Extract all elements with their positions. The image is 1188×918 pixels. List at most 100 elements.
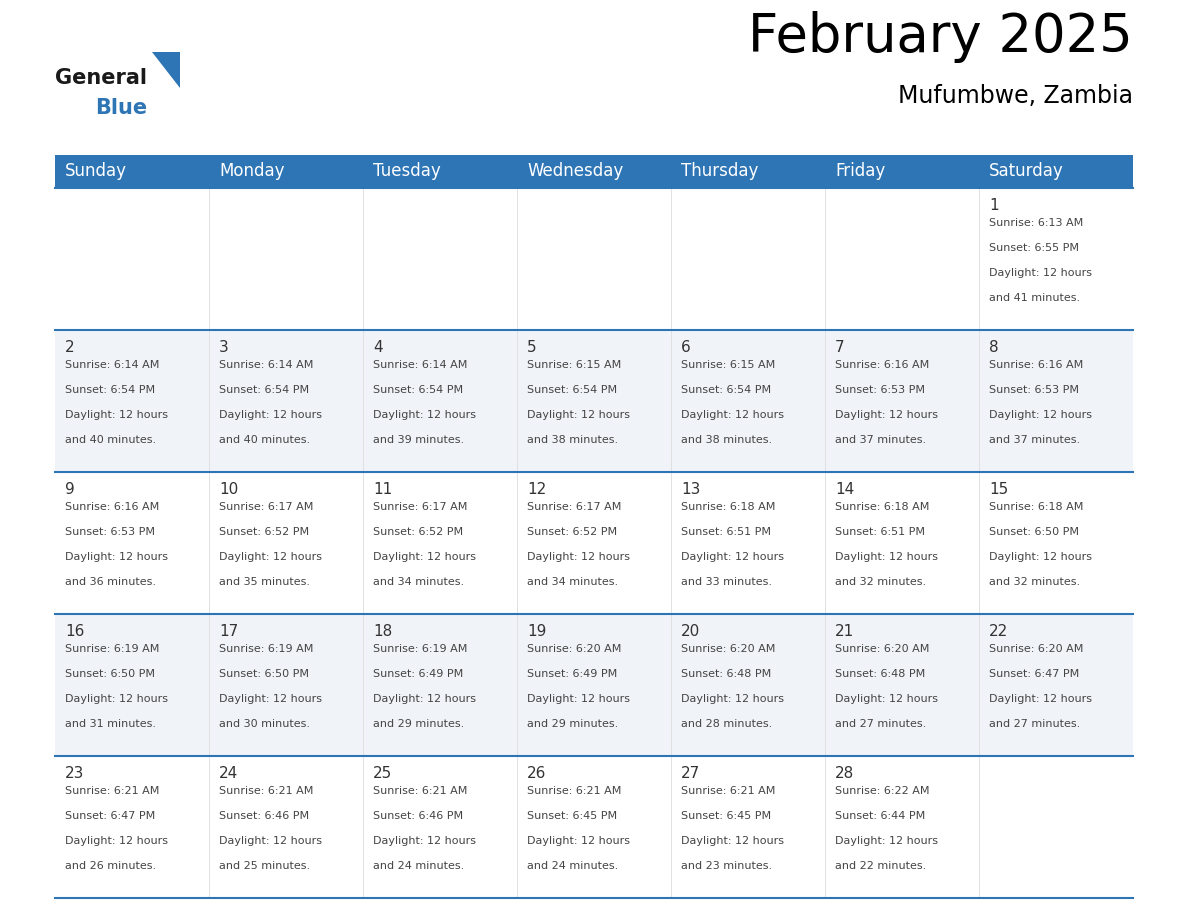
Text: 11: 11 — [373, 482, 392, 497]
Text: 7: 7 — [835, 340, 845, 355]
Bar — [209, 330, 364, 472]
Text: 18: 18 — [373, 624, 392, 639]
Text: 9: 9 — [65, 482, 75, 497]
Text: and 34 minutes.: and 34 minutes. — [527, 577, 618, 587]
Text: Sunset: 6:46 PM: Sunset: 6:46 PM — [219, 811, 309, 821]
Text: Daylight: 12 hours: Daylight: 12 hours — [219, 409, 322, 420]
Text: Daylight: 12 hours: Daylight: 12 hours — [681, 835, 784, 845]
Text: 22: 22 — [988, 624, 1009, 639]
Bar — [364, 614, 517, 756]
Text: Daylight: 12 hours: Daylight: 12 hours — [988, 409, 1092, 420]
Text: and 25 minutes.: and 25 minutes. — [219, 860, 310, 870]
Text: Sunset: 6:54 PM: Sunset: 6:54 PM — [219, 385, 309, 395]
Bar — [979, 756, 1133, 898]
Bar — [209, 188, 364, 330]
Text: Daylight: 12 hours: Daylight: 12 hours — [835, 694, 939, 704]
Text: 19: 19 — [527, 624, 546, 639]
Text: Daylight: 12 hours: Daylight: 12 hours — [835, 835, 939, 845]
Bar — [55, 614, 209, 756]
Text: and 24 minutes.: and 24 minutes. — [527, 860, 618, 870]
Text: Sunrise: 6:19 AM: Sunrise: 6:19 AM — [373, 644, 467, 654]
Bar — [979, 155, 1133, 188]
Bar — [517, 330, 671, 472]
Text: Daylight: 12 hours: Daylight: 12 hours — [988, 694, 1092, 704]
Text: Sunset: 6:48 PM: Sunset: 6:48 PM — [681, 669, 771, 678]
Text: Sunrise: 6:22 AM: Sunrise: 6:22 AM — [835, 786, 929, 796]
Bar — [517, 472, 671, 614]
Text: Saturday: Saturday — [988, 162, 1063, 181]
Text: Sunrise: 6:21 AM: Sunrise: 6:21 AM — [527, 786, 621, 796]
Text: Sunset: 6:50 PM: Sunset: 6:50 PM — [219, 669, 309, 678]
Text: and 32 minutes.: and 32 minutes. — [988, 577, 1080, 587]
Text: Daylight: 12 hours: Daylight: 12 hours — [373, 835, 476, 845]
Bar — [209, 614, 364, 756]
Text: and 27 minutes.: and 27 minutes. — [988, 719, 1080, 729]
Text: Sunset: 6:49 PM: Sunset: 6:49 PM — [527, 669, 618, 678]
Text: Sunrise: 6:21 AM: Sunrise: 6:21 AM — [681, 786, 776, 796]
Text: Daylight: 12 hours: Daylight: 12 hours — [681, 409, 784, 420]
Bar — [671, 155, 824, 188]
Text: 26: 26 — [527, 766, 546, 781]
Text: Sunset: 6:44 PM: Sunset: 6:44 PM — [835, 811, 925, 821]
Text: Sunset: 6:50 PM: Sunset: 6:50 PM — [988, 527, 1079, 537]
Text: Sunset: 6:54 PM: Sunset: 6:54 PM — [373, 385, 463, 395]
Bar — [364, 756, 517, 898]
Text: Sunset: 6:48 PM: Sunset: 6:48 PM — [835, 669, 925, 678]
Bar — [517, 188, 671, 330]
Text: General: General — [55, 68, 147, 88]
Text: Sunrise: 6:13 AM: Sunrise: 6:13 AM — [988, 218, 1083, 228]
Text: Daylight: 12 hours: Daylight: 12 hours — [681, 552, 784, 562]
Text: Sunrise: 6:21 AM: Sunrise: 6:21 AM — [219, 786, 314, 796]
Text: and 32 minutes.: and 32 minutes. — [835, 577, 927, 587]
Text: Daylight: 12 hours: Daylight: 12 hours — [219, 552, 322, 562]
Text: Daylight: 12 hours: Daylight: 12 hours — [65, 694, 168, 704]
Text: and 23 minutes.: and 23 minutes. — [681, 860, 772, 870]
Text: and 38 minutes.: and 38 minutes. — [681, 434, 772, 444]
Text: Blue: Blue — [95, 98, 147, 118]
Bar — [55, 188, 209, 330]
Bar — [671, 472, 824, 614]
Text: 15: 15 — [988, 482, 1009, 497]
Text: 28: 28 — [835, 766, 854, 781]
Text: 12: 12 — [527, 482, 546, 497]
Text: Daylight: 12 hours: Daylight: 12 hours — [835, 409, 939, 420]
Text: Sunset: 6:50 PM: Sunset: 6:50 PM — [65, 669, 154, 678]
Text: 17: 17 — [219, 624, 239, 639]
Text: Sunrise: 6:14 AM: Sunrise: 6:14 AM — [219, 360, 314, 370]
Bar — [209, 756, 364, 898]
Text: Sunrise: 6:15 AM: Sunrise: 6:15 AM — [527, 360, 621, 370]
Text: Daylight: 12 hours: Daylight: 12 hours — [373, 552, 476, 562]
Text: 6: 6 — [681, 340, 690, 355]
Text: Sunset: 6:52 PM: Sunset: 6:52 PM — [219, 527, 309, 537]
Text: Sunset: 6:54 PM: Sunset: 6:54 PM — [681, 385, 771, 395]
Text: 20: 20 — [681, 624, 700, 639]
Bar — [979, 472, 1133, 614]
Text: and 34 minutes.: and 34 minutes. — [373, 577, 465, 587]
Text: Mufumbwe, Zambia: Mufumbwe, Zambia — [898, 84, 1133, 108]
Text: and 36 minutes.: and 36 minutes. — [65, 577, 156, 587]
Text: and 28 minutes.: and 28 minutes. — [681, 719, 772, 729]
Bar — [364, 330, 517, 472]
Text: Sunrise: 6:16 AM: Sunrise: 6:16 AM — [65, 502, 159, 512]
Bar — [824, 330, 979, 472]
Text: 4: 4 — [373, 340, 383, 355]
Text: 14: 14 — [835, 482, 854, 497]
Polygon shape — [152, 52, 181, 88]
Text: Sunset: 6:47 PM: Sunset: 6:47 PM — [988, 669, 1079, 678]
Text: Daylight: 12 hours: Daylight: 12 hours — [219, 835, 322, 845]
Bar — [671, 614, 824, 756]
Bar — [55, 756, 209, 898]
Text: and 41 minutes.: and 41 minutes. — [988, 293, 1080, 303]
Text: Daylight: 12 hours: Daylight: 12 hours — [988, 552, 1092, 562]
Bar — [979, 614, 1133, 756]
Bar — [824, 155, 979, 188]
Text: and 30 minutes.: and 30 minutes. — [219, 719, 310, 729]
Text: Sunrise: 6:20 AM: Sunrise: 6:20 AM — [835, 644, 929, 654]
Text: Sunrise: 6:19 AM: Sunrise: 6:19 AM — [219, 644, 314, 654]
Text: Daylight: 12 hours: Daylight: 12 hours — [373, 694, 476, 704]
Text: Sunset: 6:51 PM: Sunset: 6:51 PM — [681, 527, 771, 537]
Text: 13: 13 — [681, 482, 701, 497]
Text: Sunrise: 6:16 AM: Sunrise: 6:16 AM — [835, 360, 929, 370]
Text: and 37 minutes.: and 37 minutes. — [835, 434, 927, 444]
Text: Daylight: 12 hours: Daylight: 12 hours — [527, 694, 630, 704]
